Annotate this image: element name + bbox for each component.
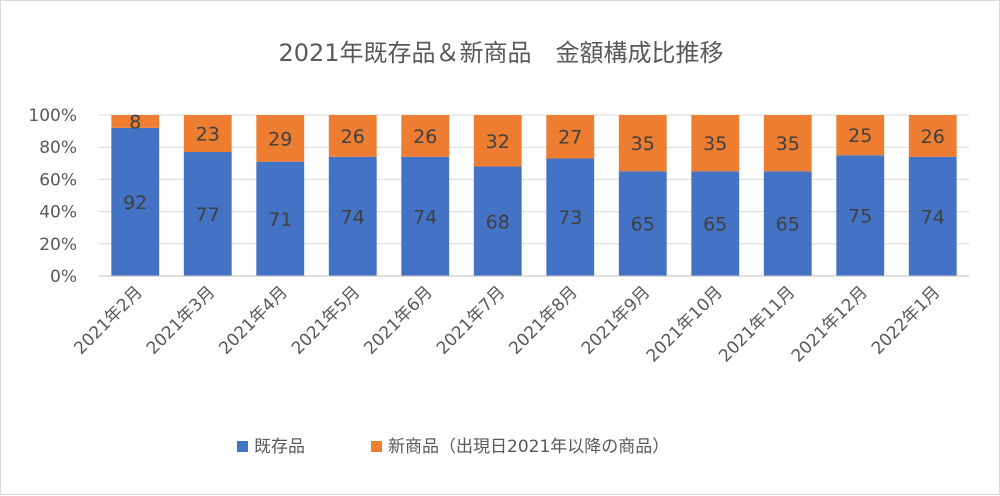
data-label: 65 [776, 214, 800, 236]
data-label: 8 [129, 111, 141, 133]
y-tick-label: 40% [39, 203, 77, 223]
data-label: 68 [486, 211, 510, 233]
x-tick-label: 2021年12月 [788, 282, 872, 366]
x-tick-label: 2021年8月 [505, 282, 581, 358]
data-label: 32 [486, 131, 510, 153]
data-label: 35 [776, 133, 800, 155]
y-tick-label: 100% [28, 106, 77, 126]
y-tick-label: 20% [39, 235, 77, 255]
bar-segment-existing [546, 158, 595, 276]
y-tick-label: 0% [50, 267, 77, 287]
legend-swatch [237, 441, 248, 452]
bar-segment-existing [691, 171, 740, 276]
bar-segment-new [908, 115, 957, 157]
data-label: 74 [921, 206, 945, 228]
data-label: 27 [558, 127, 582, 149]
x-tick-label: 2021年2月 [70, 282, 146, 358]
bar-segment-new [691, 115, 740, 172]
x-tick-label: 2021年10月 [643, 282, 727, 366]
bar-segment-new [836, 115, 885, 156]
data-label: 74 [413, 206, 437, 228]
x-tick-label: 2021年4月 [215, 282, 291, 358]
data-label: 65 [631, 214, 655, 236]
legend: 既存品 新商品（出現日2021年以降の商品） [237, 437, 669, 457]
x-tick-label: 2022年1月 [868, 282, 944, 358]
data-label: 29 [268, 128, 292, 150]
legend-swatch [371, 441, 382, 452]
bar-segment-new [183, 115, 232, 153]
data-label: 26 [413, 126, 437, 148]
x-tick-label: 2021年9月 [578, 282, 654, 358]
bar-segment-existing [256, 161, 305, 276]
data-label: 77 [196, 204, 220, 226]
data-label: 74 [341, 206, 365, 228]
data-label: 25 [848, 125, 872, 147]
y-axis: 0% 20% 40% 60% 80% 100% [28, 106, 77, 287]
x-tick-label: 2021年7月 [433, 282, 509, 358]
bar-segment-existing [401, 156, 450, 276]
data-label: 26 [341, 126, 365, 148]
bar-segment-existing [618, 171, 667, 276]
x-axis: 2021年2月2021年3月2021年4月2021年5月2021年6月2021年… [70, 275, 969, 366]
bar-segment-existing [908, 156, 957, 276]
data-label: 65 [703, 214, 727, 236]
bar-segment-existing [763, 171, 812, 276]
legend-label: 新商品（出現日2021年以降の商品） [388, 437, 669, 457]
bar-segment-existing [111, 127, 160, 276]
bar-segment-new [111, 115, 160, 128]
data-label: 35 [703, 133, 727, 155]
bar-segment-new [256, 115, 305, 162]
bar-segment-existing [328, 156, 377, 276]
y-tick-label: 60% [39, 170, 77, 190]
chart-title: 2021年既存品＆新商品 金額構成比推移 [278, 39, 723, 67]
y-tick-label: 80% [39, 138, 77, 158]
data-label: 75 [848, 206, 872, 228]
x-tick-label: 2021年5月 [288, 282, 364, 358]
data-label: 35 [631, 133, 655, 155]
data-label: 23 [196, 124, 220, 146]
bar-segment-new [763, 115, 812, 172]
x-tick-label: 2021年11月 [715, 282, 799, 366]
bar-segment-new [618, 115, 667, 172]
x-tick-label: 2021年3月 [143, 282, 219, 358]
legend-label: 既存品 [254, 437, 305, 457]
data-label: 92 [123, 192, 147, 214]
data-label: 71 [268, 209, 292, 231]
bar-segment-existing [836, 155, 885, 276]
bar-segment-new [473, 115, 522, 167]
bar-segment-new [328, 115, 377, 157]
bar-segment-existing [473, 166, 522, 276]
bar-segment-new [401, 115, 450, 157]
data-label: 73 [558, 207, 582, 229]
data-label: 26 [921, 126, 945, 148]
bar-segment-new [546, 115, 595, 159]
bar-segment-existing [183, 152, 232, 276]
x-tick-label: 2021年6月 [360, 282, 436, 358]
bars: 92 8 77 23 71 29 74 26 74 26 68 32 73 27 65 35 65 35 65 35 7… [111, 111, 957, 276]
